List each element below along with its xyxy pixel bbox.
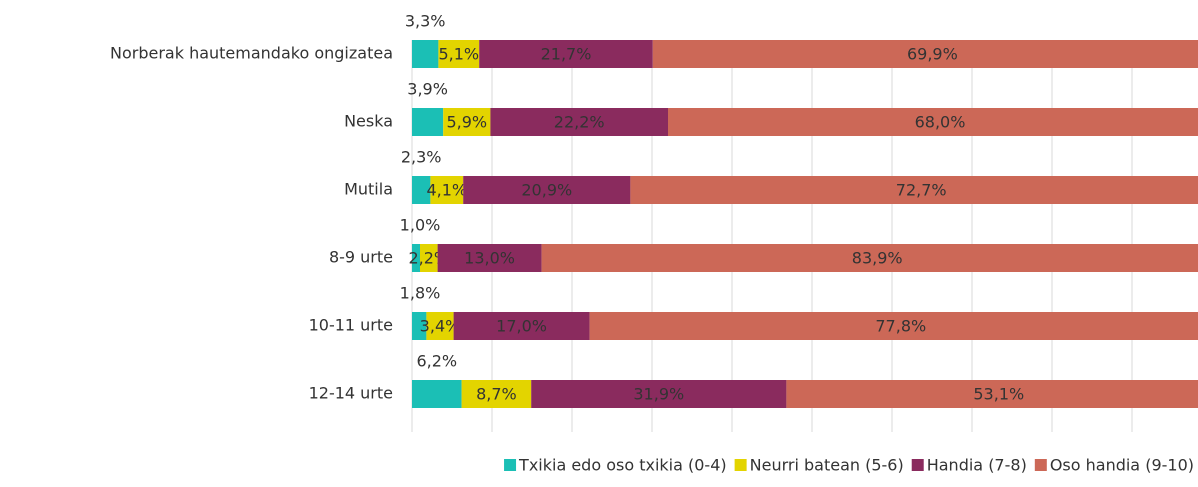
bar-segment xyxy=(412,312,427,340)
value-label: 77,8% xyxy=(875,317,926,336)
category-label: 12-14 urte xyxy=(309,384,393,403)
value-label: 22,2% xyxy=(554,113,605,132)
value-label: 2,3% xyxy=(401,148,442,167)
value-label: 20,9% xyxy=(521,181,572,200)
value-label: 31,9% xyxy=(633,385,684,404)
value-label: 72,7% xyxy=(896,181,947,200)
value-label: 13,0% xyxy=(464,249,515,268)
value-label: 1,8% xyxy=(400,284,441,303)
legend-swatch xyxy=(504,459,517,471)
value-label: 3,3% xyxy=(405,12,446,31)
bar-segment xyxy=(589,312,1198,340)
legend-label: Handia (7-8) xyxy=(927,456,1027,475)
value-label: 6,2% xyxy=(416,352,457,371)
bar-segment xyxy=(420,244,438,272)
category-label: Neska xyxy=(344,112,393,131)
value-label: 3,4% xyxy=(420,317,461,336)
value-label: 21,7% xyxy=(541,45,592,64)
bar-segment xyxy=(652,40,1198,68)
legend-swatch xyxy=(1034,459,1047,471)
value-label: 17,0% xyxy=(496,317,547,336)
bar-segment xyxy=(426,312,454,340)
value-label: 3,9% xyxy=(407,80,448,99)
legend-label: Neurri batean (5-6) xyxy=(750,456,904,475)
value-label: 5,9% xyxy=(446,113,487,132)
bar-segment xyxy=(461,380,532,408)
bar-segment xyxy=(479,40,653,68)
category-label: 8-9 urte xyxy=(329,248,393,267)
bar-segment xyxy=(412,244,420,272)
bar-segment xyxy=(531,380,787,408)
bar-segment xyxy=(412,176,431,204)
category-label: Mutila xyxy=(344,180,393,199)
category-label: 10-11 urte xyxy=(309,316,393,335)
bar-segment xyxy=(541,244,1198,272)
bar-segment xyxy=(438,40,480,68)
bar-segment xyxy=(437,244,542,272)
bar-segment xyxy=(430,176,464,204)
value-label: 4,1% xyxy=(426,181,467,200)
category-label: Norberak hautemandako ongizatea xyxy=(110,44,393,63)
bar-segment xyxy=(668,108,1198,136)
bar-segment xyxy=(412,380,462,408)
value-label: 69,9% xyxy=(907,45,958,64)
value-label: 68,0% xyxy=(915,113,966,132)
legend-label: Txikia edo oso txikia (0-4) xyxy=(518,456,727,475)
bar-segment xyxy=(630,176,1198,204)
bar-segment xyxy=(412,40,439,68)
bar-segment xyxy=(443,108,491,136)
value-label: 83,9% xyxy=(852,249,903,268)
bar-segment xyxy=(453,312,590,340)
legend-label: Oso handia (9-10) xyxy=(1050,456,1194,475)
value-label: 1,0% xyxy=(400,216,441,235)
value-label: 53,1% xyxy=(973,385,1024,404)
value-label: 5,1% xyxy=(438,45,479,64)
bar-segment xyxy=(463,176,631,204)
bar-segment xyxy=(786,380,1198,408)
bar-segment xyxy=(490,108,668,136)
bar-segment xyxy=(412,108,444,136)
value-label: 8,7% xyxy=(476,385,517,404)
legend-swatch xyxy=(911,459,924,471)
legend-swatch xyxy=(734,459,747,471)
